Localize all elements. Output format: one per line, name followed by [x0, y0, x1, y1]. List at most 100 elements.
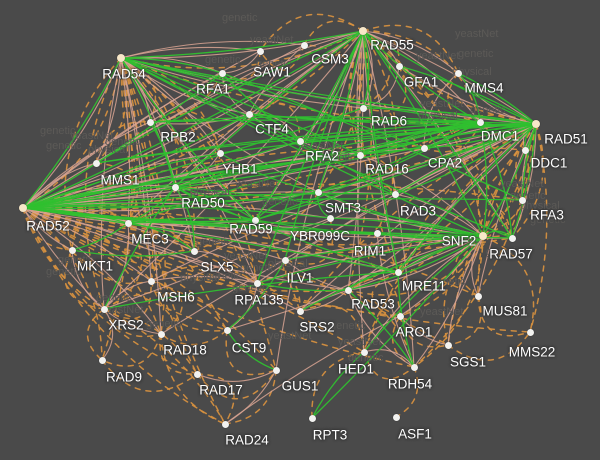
- edge: [362, 30, 481, 123]
- node-ilv1[interactable]: [281, 256, 289, 264]
- node-rfa2[interactable]: [296, 137, 304, 145]
- node-rpt3[interactable]: [308, 414, 316, 422]
- edge: [256, 282, 349, 292]
- node-smt3[interactable]: [314, 188, 322, 196]
- edge: [22, 152, 221, 209]
- node-rad18[interactable]: [157, 330, 165, 338]
- edge: [103, 308, 198, 375]
- node-rad51[interactable]: [532, 120, 540, 128]
- edge: [284, 30, 364, 261]
- edge: [398, 65, 537, 125]
- node-rad6[interactable]: [359, 104, 367, 112]
- edge: [479, 121, 488, 237]
- node-rad3[interactable]: [391, 190, 399, 198]
- edge: [120, 57, 154, 282]
- node-hed1[interactable]: [360, 348, 368, 356]
- node-csm3[interactable]: [300, 41, 308, 49]
- node-rfa1[interactable]: [218, 69, 226, 77]
- node-mms1[interactable]: [92, 159, 100, 167]
- edge: [101, 308, 114, 361]
- node-dmc1[interactable]: [476, 118, 484, 126]
- edge: [160, 333, 226, 425]
- node-yhb1[interactable]: [216, 149, 224, 157]
- node-rad57[interactable]: [508, 234, 516, 242]
- edge: [311, 351, 365, 419]
- edge: [64, 249, 105, 310]
- node-msh6[interactable]: [147, 277, 155, 285]
- node-sgs1[interactable]: [444, 341, 452, 349]
- node-snf2[interactable]: [479, 232, 487, 240]
- edge: [394, 193, 484, 237]
- edge: [103, 308, 162, 335]
- node-xrs2[interactable]: [100, 305, 108, 313]
- edge: [363, 235, 484, 353]
- edge: [22, 191, 319, 210]
- node-rdh54[interactable]: [410, 363, 418, 371]
- edge: [22, 207, 399, 273]
- edge: [397, 271, 415, 368]
- node-slx5[interactable]: [190, 247, 198, 255]
- node-srs2[interactable]: [296, 307, 304, 315]
- node-rfa3[interactable]: [518, 196, 526, 204]
- node-ybr099c[interactable]: [326, 214, 334, 222]
- node-mms22[interactable]: [526, 328, 534, 336]
- node-rad50[interactable]: [171, 183, 179, 191]
- edge: [22, 57, 122, 209]
- node-mre11[interactable]: [394, 268, 402, 276]
- edge: [362, 30, 537, 125]
- edge: [394, 123, 537, 195]
- edge: [22, 207, 258, 284]
- node-rad59[interactable]: [251, 216, 259, 224]
- node-rpa135[interactable]: [253, 279, 261, 287]
- node-rpb2[interactable]: [146, 118, 154, 126]
- node-gfa1[interactable]: [395, 62, 403, 70]
- edge: [22, 207, 277, 371]
- node-cst9[interactable]: [223, 326, 231, 334]
- edge: [120, 30, 364, 59]
- edge: [259, 44, 305, 71]
- node-rad54[interactable]: [117, 54, 125, 62]
- edge: [299, 140, 361, 162]
- node-rad53[interactable]: [344, 286, 352, 294]
- node-rad52[interactable]: [19, 204, 27, 212]
- edge: [22, 123, 537, 209]
- edge: [248, 44, 305, 115]
- edge: [299, 123, 537, 142]
- node-rad16[interactable]: [356, 151, 364, 159]
- edge: [362, 30, 459, 74]
- node-rad9[interactable]: [98, 356, 106, 364]
- node-rim1[interactable]: [373, 229, 381, 237]
- edge: [101, 333, 162, 367]
- edge: [120, 30, 364, 69]
- edge: [224, 369, 277, 425]
- node-gus1[interactable]: [272, 366, 280, 374]
- edge: [22, 207, 198, 375]
- node-rad24[interactable]: [221, 420, 229, 428]
- node-asf1[interactable]: [392, 413, 400, 421]
- node-mec3[interactable]: [124, 219, 132, 227]
- node-aro1[interactable]: [396, 312, 404, 320]
- edge: [22, 207, 162, 335]
- edge: [362, 30, 481, 123]
- node-mus81[interactable]: [474, 292, 482, 300]
- edge: [413, 235, 484, 368]
- edge: [22, 207, 105, 310]
- edge: [394, 123, 537, 195]
- edge: [347, 235, 484, 291]
- edge: [103, 186, 176, 310]
- edge: [103, 123, 537, 310]
- edge: [457, 72, 481, 123]
- node-ctf4[interactable]: [245, 110, 253, 118]
- edge: [362, 107, 537, 125]
- edge: [120, 57, 425, 149]
- node-cpa2[interactable]: [420, 144, 428, 152]
- edge: [395, 366, 419, 418]
- node-rad55[interactable]: [359, 27, 367, 35]
- edge: [347, 30, 373, 291]
- node-ddc1[interactable]: [521, 146, 529, 154]
- node-saw1[interactable]: [256, 47, 264, 55]
- node-mkt1[interactable]: [68, 246, 76, 254]
- node-mms4[interactable]: [454, 69, 462, 77]
- node-rad17[interactable]: [193, 370, 201, 378]
